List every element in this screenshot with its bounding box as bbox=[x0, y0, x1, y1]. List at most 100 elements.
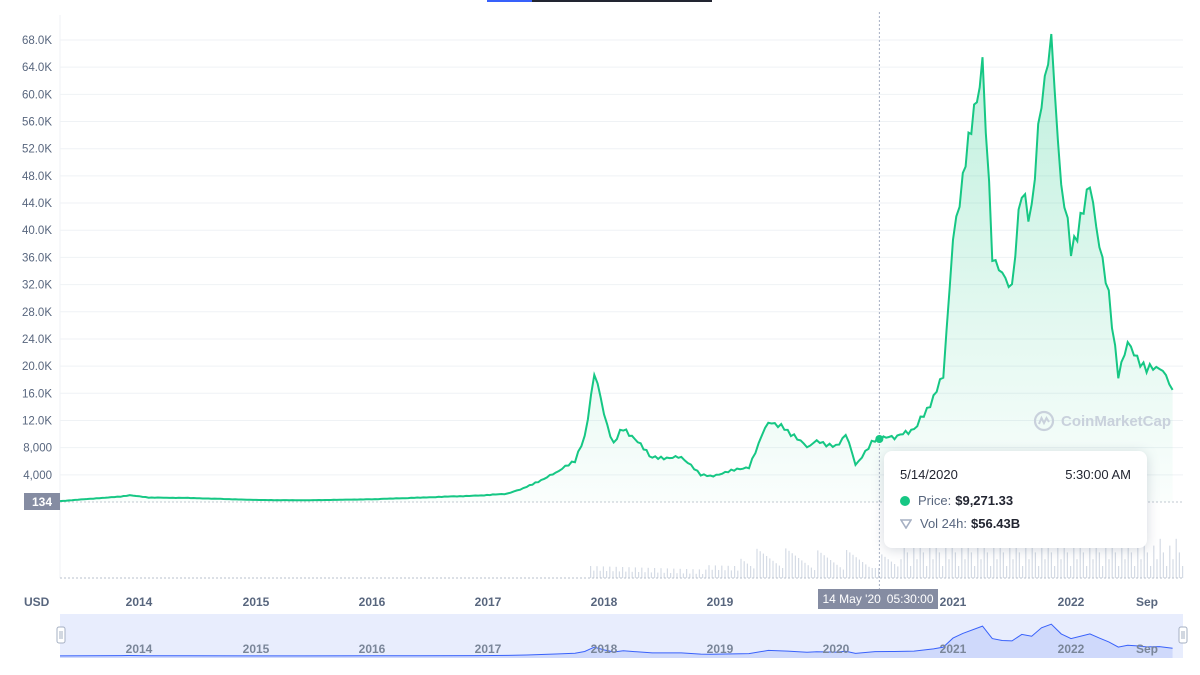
volume-bar bbox=[1063, 538, 1065, 578]
volume-bar bbox=[881, 554, 883, 578]
x-tick-label: 2014 bbox=[126, 595, 153, 609]
volume-bar bbox=[1175, 538, 1177, 578]
x-tick-label: 2022 bbox=[1058, 595, 1085, 609]
volume-bar bbox=[1018, 552, 1020, 578]
volume-bar bbox=[926, 566, 928, 578]
volume-bar bbox=[1041, 545, 1043, 578]
volume-bar bbox=[689, 573, 691, 578]
volume-bar bbox=[986, 552, 988, 578]
volume-bar bbox=[1095, 538, 1097, 578]
volume-bar bbox=[938, 552, 940, 578]
volume-bar bbox=[858, 559, 860, 578]
volume-bar bbox=[654, 568, 656, 578]
volume-bar bbox=[817, 550, 819, 578]
tooltip-date: 5/14/2020 bbox=[900, 467, 958, 482]
navigator-tick-label: Sep bbox=[1136, 642, 1158, 656]
current-price-marker: 134 bbox=[24, 493, 60, 510]
volume-bar bbox=[810, 567, 812, 578]
volume-bar bbox=[814, 570, 816, 578]
y-tick-label: 16.0K bbox=[22, 388, 52, 400]
volume-icon bbox=[900, 518, 912, 529]
volume-bar bbox=[910, 566, 912, 578]
volume-bar bbox=[628, 567, 630, 578]
y-tick-label: 8,000 bbox=[23, 443, 52, 455]
volume-bar bbox=[842, 569, 844, 578]
volume-bar bbox=[666, 568, 668, 578]
volume-bar bbox=[862, 562, 864, 578]
volume-bar bbox=[1073, 545, 1075, 578]
volume-bar bbox=[1124, 559, 1126, 578]
volume-bar bbox=[1114, 552, 1116, 578]
volume-bar bbox=[983, 538, 985, 578]
volume-bar bbox=[807, 565, 809, 578]
volume-bar bbox=[1054, 566, 1056, 578]
volume-bar bbox=[798, 558, 800, 578]
volume-bar bbox=[1066, 552, 1068, 578]
volume-bar bbox=[932, 559, 934, 578]
navigator-left-handle[interactable] bbox=[56, 626, 66, 644]
volume-bar bbox=[1047, 538, 1049, 578]
volume-bar bbox=[890, 561, 892, 578]
volume-bar bbox=[1150, 566, 1152, 578]
volume-bar bbox=[1169, 545, 1171, 578]
volume-bar bbox=[602, 566, 604, 578]
volume-bar bbox=[1130, 552, 1132, 578]
volume-bar bbox=[788, 550, 790, 578]
volume-bar bbox=[954, 552, 956, 578]
navigator-tick-label: 2020 bbox=[823, 642, 850, 656]
x-tick-label: Sep bbox=[1136, 595, 1158, 609]
volume-bar bbox=[657, 572, 659, 578]
price-tooltip: 5/14/2020 5:30:00 AM Price: $9,271.33 Vo… bbox=[884, 451, 1147, 548]
volume-bar bbox=[714, 565, 716, 578]
volume-bar bbox=[727, 565, 729, 578]
current-price-value: 134 bbox=[31, 494, 53, 509]
volume-bar bbox=[641, 567, 643, 578]
volume-bar bbox=[1076, 559, 1078, 578]
volume-bar bbox=[718, 570, 720, 578]
navigator-tick-label: 2021 bbox=[940, 642, 967, 656]
volume-bar bbox=[1108, 559, 1110, 578]
volume-bar bbox=[676, 573, 678, 578]
volume-bar bbox=[977, 545, 979, 578]
volume-bar bbox=[679, 568, 681, 578]
volume-bar bbox=[919, 538, 921, 578]
y-tick-label: 4,000 bbox=[23, 470, 52, 482]
navigator-right-handle[interactable] bbox=[1178, 626, 1188, 644]
volume-bar bbox=[1038, 566, 1040, 578]
navigator-tick-label: 2018 bbox=[591, 642, 618, 656]
volume-bar bbox=[903, 538, 905, 578]
volume-bar bbox=[871, 568, 873, 578]
volume-bar bbox=[1111, 538, 1113, 578]
volume-bar bbox=[692, 569, 694, 578]
tooltip-volume-value: $56.43B bbox=[971, 516, 1021, 531]
price-dot-icon bbox=[900, 495, 910, 506]
volume-bar bbox=[874, 568, 876, 578]
volume-bar bbox=[1162, 552, 1164, 578]
volume-bar bbox=[826, 557, 828, 578]
volume-bar bbox=[638, 572, 640, 578]
volume-bar bbox=[906, 552, 908, 578]
cursor-time: 05:30:00 bbox=[886, 592, 934, 606]
volume-bar bbox=[612, 571, 614, 578]
volume-bar bbox=[1172, 559, 1174, 578]
volume-bar bbox=[647, 567, 649, 578]
volume-bar bbox=[1006, 566, 1008, 578]
volume-bar bbox=[839, 567, 841, 578]
volume-bar bbox=[868, 566, 870, 578]
cursor-time-label: 14 May '20 05:30:00 bbox=[818, 589, 938, 609]
volume-bar bbox=[1034, 552, 1036, 578]
volume-bar bbox=[740, 558, 742, 578]
volume-bar bbox=[804, 562, 806, 578]
volume-bar bbox=[1025, 545, 1027, 578]
x-tick-label: 2017 bbox=[475, 595, 502, 609]
tooltip-volume-row: Vol 24h: $56.43B bbox=[900, 516, 1020, 531]
y-tick-label: 44.0K bbox=[22, 198, 52, 210]
hover-point bbox=[875, 435, 884, 444]
x-tick-label: 2021 bbox=[940, 595, 967, 609]
volume-bar bbox=[698, 569, 700, 578]
volume-bar bbox=[1009, 545, 1011, 578]
volume-bar bbox=[1153, 545, 1155, 578]
volume-bar bbox=[897, 566, 899, 578]
y-tick-label: 32.0K bbox=[22, 280, 52, 292]
